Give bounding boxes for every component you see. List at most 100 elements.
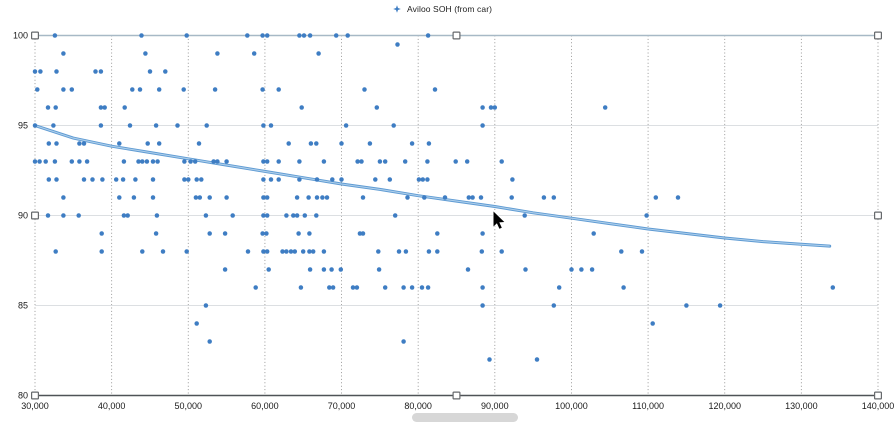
data-point[interactable] [207, 339, 212, 344]
data-point[interactable] [422, 195, 427, 200]
data-point[interactable] [374, 105, 380, 110]
data-point[interactable] [480, 303, 485, 308]
data-point[interactable] [432, 87, 438, 92]
data-point[interactable] [43, 159, 48, 164]
data-point[interactable] [425, 285, 431, 290]
data-point[interactable] [53, 249, 58, 254]
data-point[interactable] [387, 177, 393, 182]
data-point[interactable] [37, 159, 42, 164]
data-point[interactable] [61, 87, 66, 92]
data-point[interactable] [45, 213, 51, 218]
data-point[interactable] [131, 195, 137, 200]
data-point[interactable] [264, 213, 270, 218]
data-point[interactable] [260, 33, 265, 38]
data-point[interactable] [499, 159, 504, 164]
data-point[interactable] [602, 105, 608, 110]
horizontal-scrollbar-thumb[interactable] [412, 413, 518, 422]
data-point[interactable] [355, 159, 360, 164]
data-point[interactable] [122, 105, 127, 110]
data-point[interactable] [145, 141, 150, 146]
data-point[interactable] [203, 303, 209, 308]
data-point[interactable] [320, 195, 325, 200]
data-point[interactable] [139, 33, 144, 38]
data-point[interactable] [499, 249, 504, 254]
selection-handle-top-left[interactable] [31, 31, 40, 40]
data-point[interactable] [284, 213, 289, 218]
data-point[interactable] [117, 141, 122, 146]
data-point[interactable] [54, 177, 59, 182]
data-point[interactable] [382, 285, 388, 290]
data-point[interactable] [215, 51, 220, 56]
legend[interactable]: Aviloo SOH (from car) [393, 4, 492, 14]
data-point[interactable] [69, 159, 75, 164]
data-point[interactable] [717, 303, 723, 308]
data-point[interactable] [391, 123, 396, 128]
data-point[interactable] [556, 285, 562, 290]
data-point[interactable] [266, 267, 271, 272]
data-point[interactable] [147, 69, 153, 74]
data-point[interactable] [196, 141, 202, 146]
data-point[interactable] [392, 213, 398, 218]
data-point[interactable] [321, 267, 327, 272]
data-point[interactable] [150, 159, 156, 164]
data-point[interactable] [360, 231, 366, 236]
data-point[interactable] [338, 267, 344, 272]
data-point[interactable] [261, 177, 266, 182]
data-point[interactable] [93, 69, 98, 74]
data-point[interactable] [480, 123, 485, 128]
data-point[interactable] [488, 105, 494, 110]
data-point[interactable] [100, 177, 105, 182]
data-point[interactable] [35, 87, 40, 92]
data-point[interactable] [264, 159, 270, 164]
data-point[interactable] [551, 195, 557, 200]
data-point[interactable] [339, 141, 344, 146]
data-point[interactable] [160, 249, 166, 254]
data-point[interactable] [276, 159, 281, 164]
data-point[interactable] [211, 159, 216, 164]
data-point[interactable] [314, 141, 319, 146]
data-point[interactable] [569, 267, 574, 272]
data-point[interactable] [140, 159, 145, 164]
data-point[interactable] [466, 195, 472, 200]
data-point[interactable] [276, 177, 281, 182]
data-point[interactable] [61, 195, 66, 200]
data-point[interactable] [153, 231, 159, 236]
data-point[interactable] [53, 105, 58, 110]
data-point[interactable] [222, 267, 228, 272]
data-point[interactable] [327, 285, 332, 290]
data-point[interactable] [230, 213, 235, 218]
data-point[interactable] [307, 267, 313, 272]
data-point[interactable] [510, 177, 515, 182]
data-point[interactable] [401, 285, 406, 290]
data-point[interactable] [264, 231, 269, 236]
data-point[interactable] [102, 105, 107, 110]
data-point[interactable] [291, 213, 296, 218]
data-point[interactable] [261, 195, 266, 200]
data-point[interactable] [156, 141, 162, 146]
data-point[interactable] [314, 213, 319, 218]
data-point[interactable] [84, 159, 90, 164]
data-point[interactable] [644, 213, 649, 218]
data-point[interactable] [261, 249, 266, 254]
data-point[interactable] [650, 321, 655, 326]
data-point[interactable] [261, 213, 266, 218]
data-point[interactable] [409, 141, 415, 146]
data-point[interactable] [150, 195, 156, 200]
data-point[interactable] [684, 303, 689, 308]
data-point[interactable] [90, 177, 95, 182]
data-point[interactable] [402, 159, 408, 164]
data-point[interactable] [297, 177, 302, 182]
selection-handle-top-right[interactable] [873, 31, 882, 40]
data-point[interactable] [509, 195, 514, 200]
data-point[interactable] [330, 285, 336, 290]
data-point[interactable] [523, 267, 528, 272]
data-point[interactable] [155, 159, 160, 164]
data-point[interactable] [98, 69, 104, 74]
data-point[interactable] [435, 231, 440, 236]
data-point[interactable] [203, 213, 209, 218]
data-point[interactable] [140, 249, 145, 254]
data-point[interactable] [193, 195, 199, 200]
data-point[interactable] [288, 249, 294, 254]
data-point[interactable] [329, 267, 334, 272]
data-point[interactable] [32, 69, 38, 74]
